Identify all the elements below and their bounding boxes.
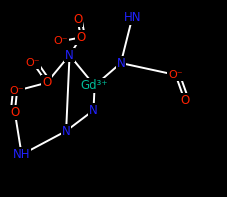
Text: O⁻: O⁻ (10, 86, 24, 96)
Text: Gd³⁺: Gd³⁺ (81, 79, 108, 92)
Text: O⁻: O⁻ (53, 36, 67, 46)
Text: O⁻: O⁻ (168, 70, 182, 80)
Text: N: N (62, 125, 70, 138)
Text: HN: HN (123, 11, 140, 24)
Text: O: O (73, 13, 82, 26)
Text: O⁻: O⁻ (26, 58, 40, 68)
Text: NH: NH (13, 148, 30, 161)
Text: O: O (179, 94, 188, 107)
Text: N: N (89, 104, 97, 117)
Text: N: N (116, 57, 125, 70)
Text: O: O (10, 106, 19, 119)
Text: O: O (42, 76, 51, 89)
Text: O: O (76, 31, 85, 44)
Text: N: N (65, 49, 74, 62)
